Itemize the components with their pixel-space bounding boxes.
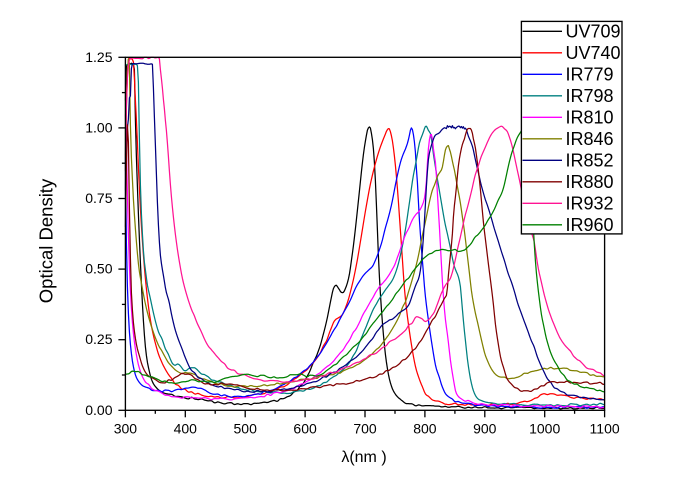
- svg-text:0.25: 0.25: [85, 331, 112, 347]
- svg-text:500: 500: [234, 421, 258, 437]
- svg-text:0.75: 0.75: [85, 190, 112, 206]
- svg-text:Optical Density: Optical Density: [36, 178, 57, 303]
- svg-text:UV709: UV709: [566, 21, 621, 41]
- svg-text:IR852: IR852: [566, 150, 614, 170]
- svg-text:IR798: IR798: [566, 86, 614, 106]
- svg-text:IR932: IR932: [566, 193, 614, 213]
- svg-text:0.50: 0.50: [85, 261, 112, 277]
- svg-text:1000: 1000: [529, 421, 560, 437]
- svg-text:IR960: IR960: [566, 215, 614, 235]
- svg-text:600: 600: [293, 421, 317, 437]
- svg-text:900: 900: [473, 421, 497, 437]
- svg-text:1.00: 1.00: [85, 119, 112, 135]
- svg-text:1.25: 1.25: [85, 49, 112, 65]
- svg-text:IR846: IR846: [566, 129, 614, 149]
- svg-text:IR779: IR779: [566, 64, 614, 84]
- svg-text:IR810: IR810: [566, 107, 614, 127]
- svg-text:UV740: UV740: [566, 43, 621, 63]
- svg-text:0.00: 0.00: [85, 402, 112, 418]
- svg-text:300: 300: [114, 421, 138, 437]
- svg-text:λ(nm ): λ(nm ): [341, 449, 386, 466]
- svg-text:IR880: IR880: [566, 172, 614, 192]
- svg-text:800: 800: [413, 421, 437, 437]
- svg-text:700: 700: [353, 421, 377, 437]
- svg-text:400: 400: [174, 421, 198, 437]
- svg-text:1100: 1100: [590, 421, 620, 437]
